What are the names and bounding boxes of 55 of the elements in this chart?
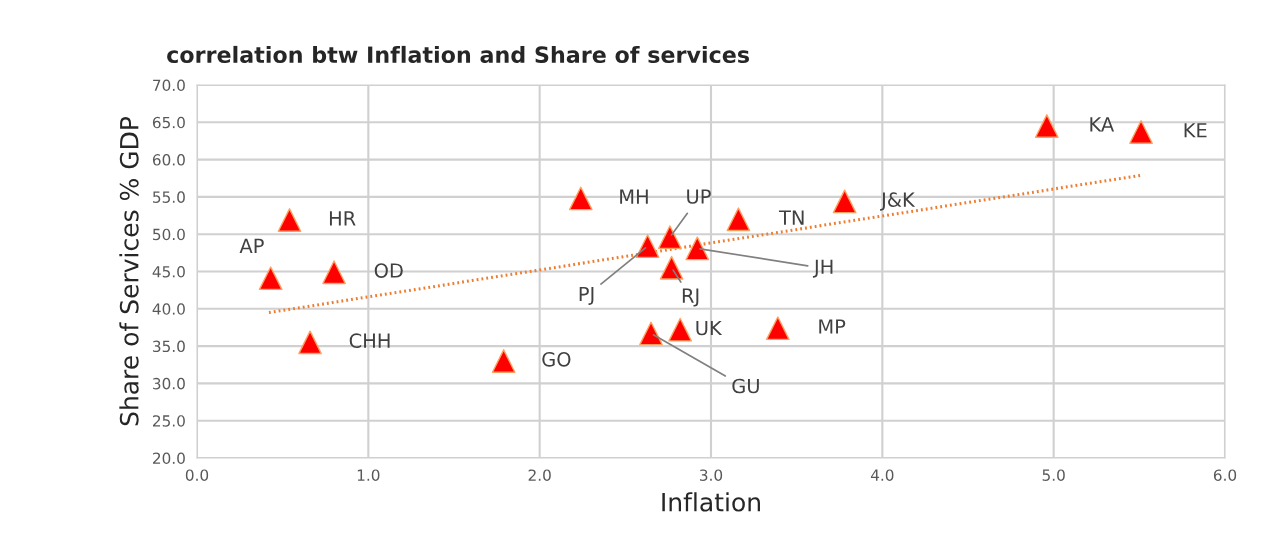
point [322,260,346,285]
annotation: OD [374,263,403,278]
point [726,207,751,232]
y-tick-label: 65.0 [152,116,185,129]
annotation: RJ [682,288,699,307]
annotation: CHH [349,333,390,349]
annotation: TN [778,210,804,225]
annotation: GU [732,378,759,394]
annotation: MH [620,189,648,204]
y-tick-label: 55.0 [153,191,185,203]
x-tick-label: 1.0 [357,469,380,481]
chart-title: correlation btw Inflation and Share of services [167,45,749,64]
point [491,349,516,373]
point [258,266,283,291]
annotation: KE [1184,123,1207,138]
y-tick-label: 25.0 [152,415,185,427]
point [685,236,710,261]
y-tick-label: 35.0 [153,340,185,353]
point [659,255,684,280]
point [568,186,593,211]
annotation: KA [1090,117,1115,132]
annotation: J&K [880,192,916,211]
y-tick-label: 30.0 [153,377,185,390]
point [765,316,790,341]
point [639,321,663,346]
annotation: UK [696,320,723,336]
y-axis-title: Share of Services % GDP [119,116,139,426]
y-tick-label: 40.0 [152,303,185,315]
point [298,330,322,355]
annotation: JH [812,259,833,278]
annotation: AP [239,238,264,253]
x-tick-label: 4.0 [870,469,894,481]
x-tick-label: 2.0 [528,469,551,481]
x-tick-label: 0.0 [185,469,209,481]
x-tick-label: 6.0 [1213,469,1237,481]
annotation: MP [819,319,846,334]
point [668,317,693,342]
point [1034,114,1059,138]
y-tick-label: 45.0 [152,265,185,278]
y-tick-label: 20.0 [152,452,185,465]
point [657,225,682,250]
annotation: GO [542,351,571,367]
point [832,189,857,214]
y-tick-label: 50.0 [153,228,185,241]
y-tick-label: 70.0 [153,79,185,92]
x-tick-label: 3.0 [700,469,723,481]
x-tick-label: 5.0 [1042,469,1065,481]
point [277,208,302,232]
point [635,234,660,259]
y-tick-label: 60.0 [152,154,185,166]
point [1129,120,1153,144]
annotation: UP [687,189,711,204]
x-axis-title: Inflation [662,492,760,512]
annotation: HR [329,211,356,226]
annotation: PJ [579,286,594,305]
